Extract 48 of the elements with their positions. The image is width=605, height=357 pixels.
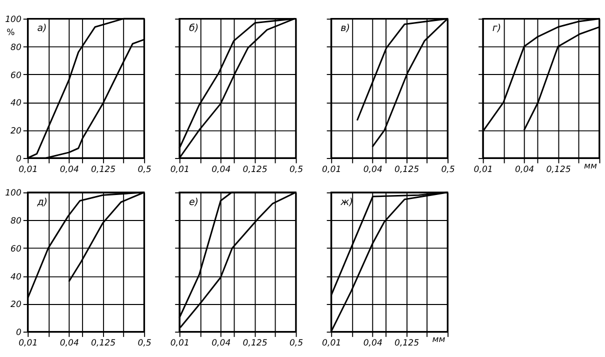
x-tick-label: 0,125 xyxy=(546,164,571,175)
x-tick-label: 0,04 xyxy=(60,338,79,349)
y-tick-label: 0 xyxy=(16,154,22,164)
x-tick-label: 0,04 xyxy=(363,164,382,175)
x-tick-label: 0,5 xyxy=(441,164,455,175)
x-tick-label: 0,5 xyxy=(138,164,152,175)
y-tick-label: 20 xyxy=(10,300,22,310)
x-tick-label: 0,125 xyxy=(394,338,420,349)
y-tick-label: 100 xyxy=(5,188,22,199)
chart-title: в) xyxy=(340,23,350,34)
x-tick-label: 0,01 xyxy=(474,164,493,175)
x-tick-label: 0,01 xyxy=(18,338,38,349)
y-tick-label: 40 xyxy=(10,272,22,282)
chart-title: ж) xyxy=(340,196,353,208)
x-tick-label: 0,5 xyxy=(289,164,304,175)
chart-title: а) xyxy=(37,23,47,34)
y-tick-label: 80 xyxy=(10,42,22,53)
chart-title: д) xyxy=(36,196,48,208)
y-tick-label: 60 xyxy=(10,244,22,254)
x-tick-label: 0,125 xyxy=(91,338,116,349)
chart-title: г) xyxy=(492,23,502,34)
x-tick-label: 0,125 xyxy=(91,164,116,175)
y-tick-label: 80 xyxy=(10,216,22,227)
x-tick-label: 0,04 xyxy=(363,338,382,349)
x-tick-label: 0,04 xyxy=(515,164,534,175)
x-tick-label: 0,01 xyxy=(170,164,190,175)
y-tick-label: 40 xyxy=(10,98,22,109)
x-tick-label: 0,01 xyxy=(322,338,342,349)
x-tick-label: 0,125 xyxy=(242,338,268,349)
x-tick-label: 0,01 xyxy=(18,164,38,175)
chart-title: е) xyxy=(188,196,199,208)
x-tick-label: 0,01 xyxy=(170,338,190,349)
x-tick-label: 0,125 xyxy=(242,164,268,175)
y-tick-label: 60 xyxy=(10,70,22,81)
x-tick-label: 0,01 xyxy=(322,164,342,175)
x-axis-title: мм xyxy=(584,162,598,172)
y-axis-title: % xyxy=(6,28,15,38)
y-tick-label: 20 xyxy=(10,126,22,136)
x-tick-label: 0,04 xyxy=(212,164,231,175)
x-tick-label: 0,5 xyxy=(289,338,304,349)
x-tick-label: 0,04 xyxy=(212,338,231,349)
x-tick-label: 0,125 xyxy=(394,164,420,175)
x-tick-label: 0,04 xyxy=(60,164,79,175)
y-tick-label: 100 xyxy=(5,15,22,26)
chart-title: б) xyxy=(188,23,199,34)
y-tick-label: 0 xyxy=(16,328,22,338)
x-axis-title: мм xyxy=(432,335,446,346)
x-tick-label: 0,5 xyxy=(138,338,152,349)
